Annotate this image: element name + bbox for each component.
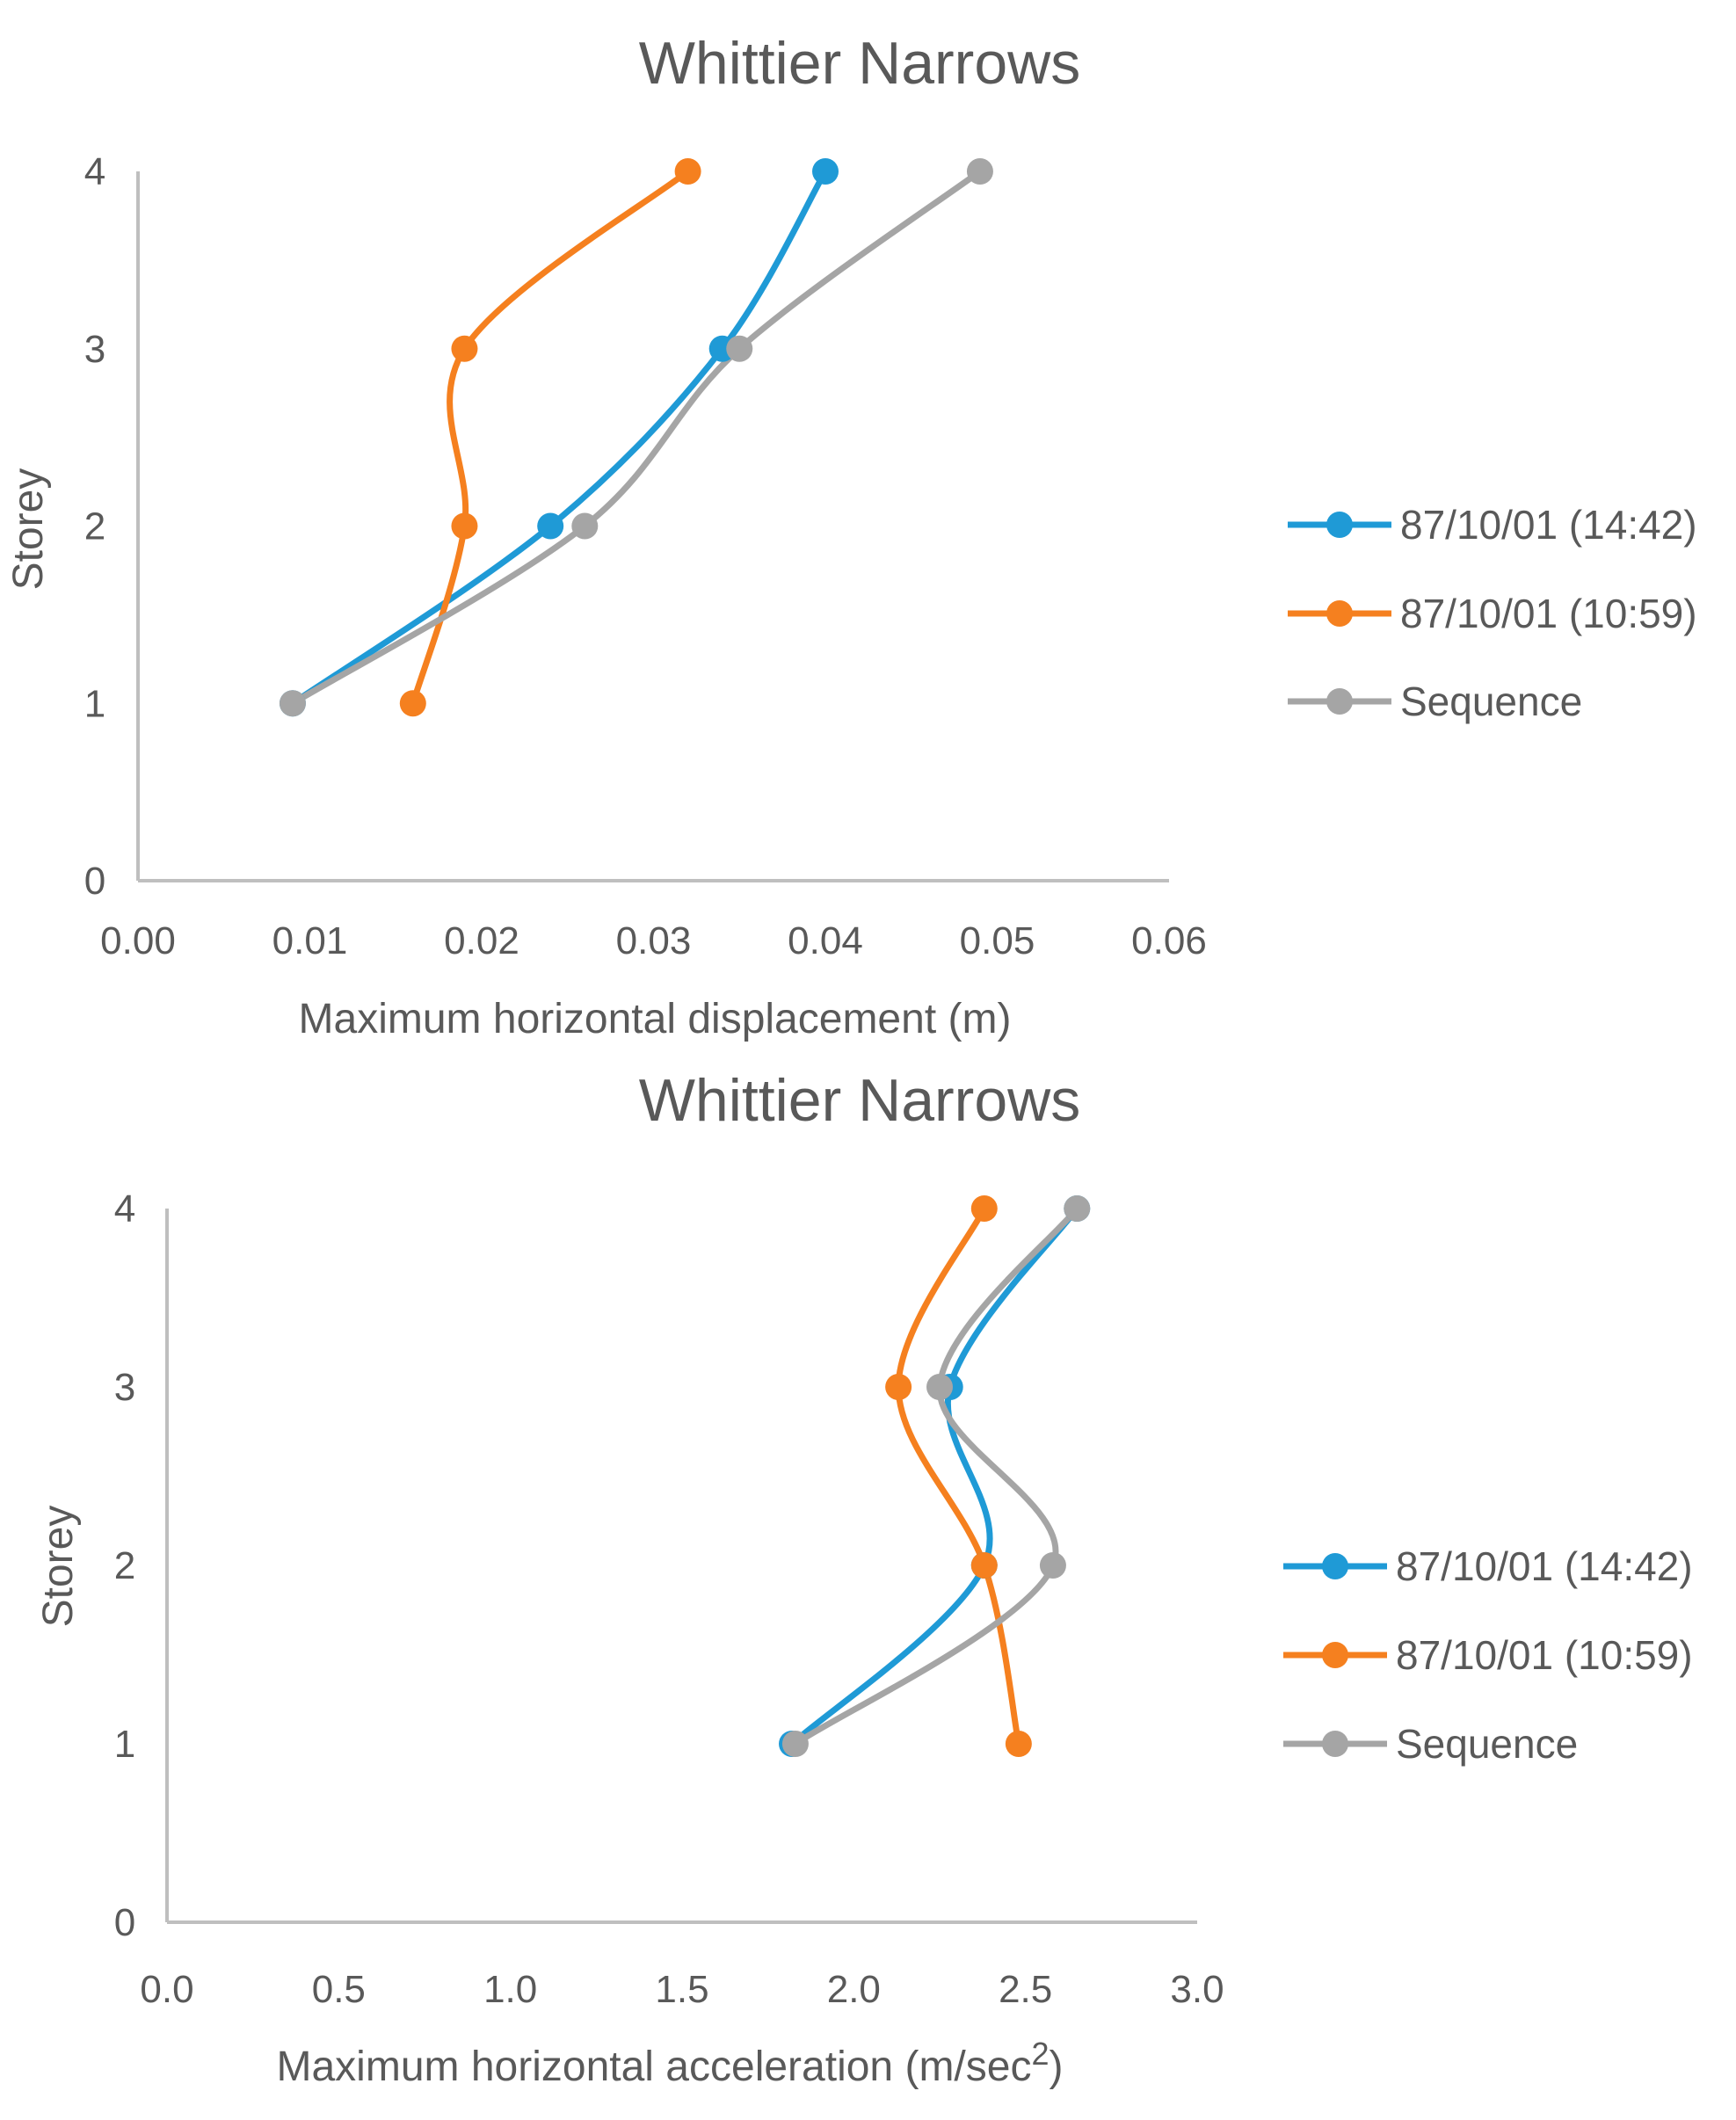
- chart-1-y-axis-label: Storey: [5, 468, 52, 591]
- chart-1-series-1-point: [537, 512, 564, 540]
- chart-2-x-axis-label: Maximum horizontal acceleration (m/sec2): [277, 2036, 1064, 2090]
- chart-2-series-3-point: [1039, 1552, 1066, 1579]
- legend-label: 87/10/01 (10:59): [1400, 591, 1697, 636]
- chart-1-x-tick-label: 0.03: [616, 919, 692, 962]
- chart-2-series-3-point: [926, 1374, 953, 1400]
- chart-1-series-line-1: [289, 168, 829, 707]
- chart-1-x-tick-label: 0.06: [1131, 919, 1207, 962]
- chart-1-y-tick-label: 3: [84, 328, 105, 371]
- chart-2-x-tick-label: 3.0: [1170, 1968, 1224, 2011]
- chart-2-y-tick-label: 1: [114, 1723, 135, 1766]
- chart-2-y-tick-label: 4: [114, 1187, 135, 1231]
- chart-2-title: Whittier Narrows: [639, 1067, 1081, 1134]
- chart-1-series-2-point: [451, 335, 478, 362]
- chart-2-series-2-point: [1005, 1731, 1032, 1757]
- legend-label: Sequence: [1396, 1721, 1578, 1767]
- legend-marker: [1326, 688, 1353, 715]
- chart-2-legend-item: Sequence: [1283, 1721, 1578, 1767]
- chart-1-y-tick-label: 1: [84, 682, 105, 725]
- chart-1-x-ticks: 0.00 0.01 0.02 0.03 0.04 0.05 0.06: [100, 919, 1207, 962]
- chart-2-x-axis-label-end: ): [1050, 2044, 1064, 2090]
- chart-1-series-3-point: [571, 512, 599, 540]
- chart-2-series-2-point: [970, 1552, 998, 1579]
- chart-1-title: Whittier Narrows: [639, 30, 1081, 97]
- chart-2-y-tick-label: 2: [114, 1544, 135, 1587]
- chart-2-x-axis-label-sup: 2: [1031, 2036, 1049, 2072]
- chart-1-series-3-point: [726, 335, 753, 362]
- chart-2-series-2-point: [970, 1195, 998, 1222]
- chart-2-x-ticks: 0.0 0.5 1.0 1.5 2.0 2.5 3.0: [140, 1968, 1224, 2011]
- chart-1-legend-item: 87/10/01 (10:59): [1288, 591, 1697, 636]
- chart-2-x-tick-label: 1.5: [655, 1968, 708, 2011]
- chart-2-y-ticks: 0 1 2 3 4: [114, 1187, 135, 1944]
- chart-1-series-3-point: [966, 158, 993, 185]
- chart-1-series-2-point: [451, 512, 478, 540]
- chart-1-x-tick-label: 0.02: [444, 919, 519, 962]
- chart-1-series-2-point: [399, 690, 426, 717]
- chart-2-x-tick-label: 2.5: [999, 1968, 1052, 2011]
- chart-2-x-tick-label: 1.0: [483, 1968, 537, 2011]
- legend-label: 87/10/01 (10:59): [1396, 1632, 1693, 1678]
- chart-2-series-3-point: [1064, 1195, 1091, 1222]
- chart-2-x-tick-label: 0.0: [140, 1968, 193, 2011]
- chart-2-series-2-point: [885, 1374, 912, 1400]
- chart-2-y-axis-label: Storey: [35, 1506, 82, 1628]
- chart-2-x-tick-label: 2.0: [827, 1968, 881, 2011]
- chart-2-legend-item: 87/10/01 (14:42): [1283, 1543, 1693, 1589]
- chart-2: Whittier Narrows Storey Maximum horizont…: [35, 1067, 1693, 2090]
- chart-1-y-tick-label: 2: [84, 505, 105, 548]
- chart-2-series-line-3: [792, 1205, 1080, 1747]
- legend-label: 87/10/01 (14:42): [1396, 1543, 1693, 1589]
- chart-1-y-tick-label: 4: [84, 150, 105, 193]
- chart-2-x-tick-label: 0.5: [312, 1968, 366, 2011]
- chart-1-x-tick-label: 0.00: [100, 919, 176, 962]
- chart-2-series-3-point: [781, 1731, 809, 1757]
- chart-2-legend: 87/10/01 (14:42) 87/10/01 (10:59) Sequence: [1283, 1543, 1693, 1767]
- chart-2-series: [779, 1195, 1091, 1757]
- chart-2-y-tick-label: 0: [114, 1901, 135, 1944]
- chart-1-x-axis-label: Maximum horizontal displacement (m): [299, 996, 1012, 1042]
- legend-marker: [1326, 600, 1353, 627]
- chart-2-y-tick-label: 3: [114, 1366, 135, 1409]
- legend-label: Sequence: [1400, 679, 1582, 724]
- chart-1-series-3-point: [279, 690, 306, 717]
- chart-1-x-tick-label: 0.01: [272, 919, 348, 962]
- chart-1-series: [279, 158, 993, 717]
- chart-2-legend-item: 87/10/01 (10:59): [1283, 1632, 1693, 1678]
- legend-marker: [1326, 512, 1353, 538]
- chart-1-legend: 87/10/01 (14:42) 87/10/01 (10:59) Sequence: [1288, 502, 1697, 724]
- chart-1-y-ticks: 0 1 2 3 4: [84, 150, 105, 903]
- chart-2-x-axis-label-main: Maximum horizontal acceleration (m/sec: [277, 2044, 1032, 2090]
- chart-1-legend-item: 87/10/01 (14:42): [1288, 502, 1697, 548]
- chart-1-series-1-point: [812, 158, 839, 185]
- chart-2-series-line-1: [788, 1205, 1080, 1747]
- legend-marker: [1322, 1642, 1348, 1668]
- chart-1-series-2-point: [674, 158, 701, 185]
- chart-1-y-tick-label: 0: [84, 860, 105, 903]
- chart-1-x-tick-label: 0.05: [960, 919, 1035, 962]
- chart-1: Whittier Narrows Storey Maximum horizont…: [5, 30, 1697, 1042]
- chart-1-x-tick-label: 0.04: [788, 919, 863, 962]
- chart-1-series-line-3: [289, 168, 984, 707]
- chart-1-legend-item: Sequence: [1288, 679, 1582, 724]
- legend-marker: [1322, 1553, 1348, 1579]
- chart-2-series-line-2: [895, 1205, 1022, 1747]
- legend-label: 87/10/01 (14:42): [1400, 502, 1697, 548]
- legend-marker: [1322, 1731, 1348, 1757]
